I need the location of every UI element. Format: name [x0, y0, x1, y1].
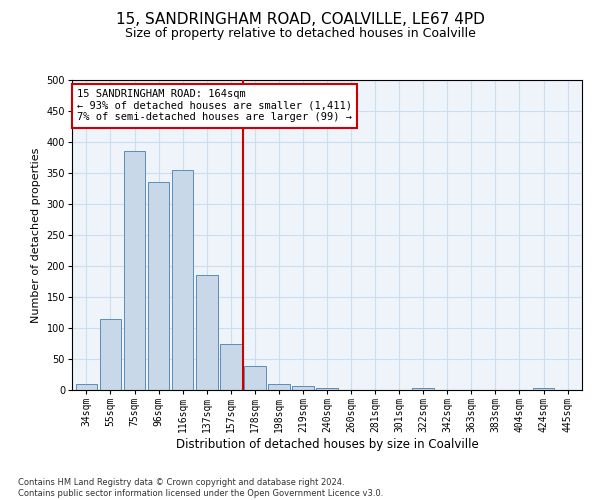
Text: 15 SANDRINGHAM ROAD: 164sqm
← 93% of detached houses are smaller (1,411)
7% of s: 15 SANDRINGHAM ROAD: 164sqm ← 93% of det… — [77, 90, 352, 122]
Text: Size of property relative to detached houses in Coalville: Size of property relative to detached ho… — [125, 28, 475, 40]
Bar — [196, 276, 218, 390]
Bar — [100, 318, 121, 390]
Y-axis label: Number of detached properties: Number of detached properties — [31, 148, 41, 322]
Bar — [220, 344, 242, 390]
Bar — [148, 182, 169, 390]
Bar — [292, 386, 314, 390]
Bar — [412, 388, 434, 390]
Bar — [124, 152, 145, 390]
X-axis label: Distribution of detached houses by size in Coalville: Distribution of detached houses by size … — [176, 438, 478, 451]
Text: 15, SANDRINGHAM ROAD, COALVILLE, LE67 4PD: 15, SANDRINGHAM ROAD, COALVILLE, LE67 4P… — [116, 12, 484, 28]
Bar — [533, 388, 554, 390]
Bar — [268, 384, 290, 390]
Bar — [316, 388, 338, 390]
Text: Contains HM Land Registry data © Crown copyright and database right 2024.
Contai: Contains HM Land Registry data © Crown c… — [18, 478, 383, 498]
Bar — [172, 170, 193, 390]
Bar — [244, 366, 266, 390]
Bar — [76, 384, 97, 390]
